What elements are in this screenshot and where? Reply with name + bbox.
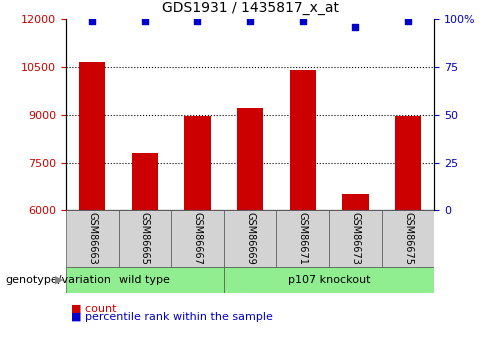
Bar xyxy=(237,108,263,210)
Text: GSM86669: GSM86669 xyxy=(245,212,255,265)
Text: wild type: wild type xyxy=(120,275,170,285)
Text: GSM86673: GSM86673 xyxy=(350,212,360,265)
Bar xyxy=(276,210,329,267)
Text: p107 knockout: p107 knockout xyxy=(288,275,370,285)
Text: GSM86671: GSM86671 xyxy=(298,212,308,265)
Title: GDS1931 / 1435817_x_at: GDS1931 / 1435817_x_at xyxy=(162,1,339,15)
Bar xyxy=(66,267,224,293)
Point xyxy=(404,18,412,24)
Point xyxy=(299,18,306,24)
Bar xyxy=(329,210,382,267)
Bar xyxy=(119,210,171,267)
Bar xyxy=(224,267,434,293)
Text: ■ count: ■ count xyxy=(71,304,116,314)
Point xyxy=(141,18,149,24)
Bar xyxy=(395,116,421,210)
Text: GSM86675: GSM86675 xyxy=(403,212,413,265)
Text: ▶: ▶ xyxy=(55,275,63,285)
Text: ■ percentile rank within the sample: ■ percentile rank within the sample xyxy=(71,313,273,322)
Bar xyxy=(184,116,211,210)
Bar xyxy=(342,195,368,210)
Point xyxy=(351,24,359,29)
Bar xyxy=(382,210,434,267)
Bar xyxy=(79,62,105,210)
Text: GSM86663: GSM86663 xyxy=(87,212,97,265)
Bar xyxy=(66,210,119,267)
Text: genotype/variation: genotype/variation xyxy=(5,275,111,285)
Text: GSM86667: GSM86667 xyxy=(192,212,203,265)
Bar xyxy=(171,210,224,267)
Point xyxy=(194,18,202,24)
Bar xyxy=(132,153,158,210)
Text: GSM86665: GSM86665 xyxy=(140,212,150,265)
Bar xyxy=(289,70,316,210)
Point xyxy=(246,18,254,24)
Point xyxy=(88,18,96,24)
Bar xyxy=(224,210,276,267)
